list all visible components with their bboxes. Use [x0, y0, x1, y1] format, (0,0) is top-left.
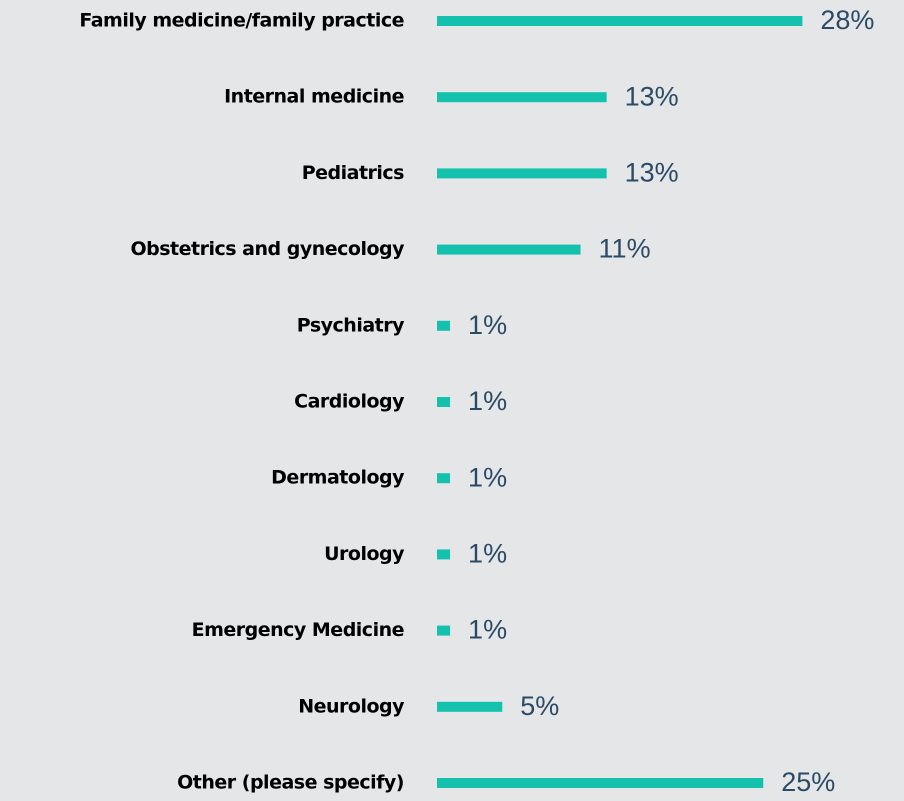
category-label: Urology	[324, 543, 405, 565]
bar	[437, 701, 503, 712]
value-label: 1%	[468, 310, 507, 340]
value-label: 13%	[625, 158, 679, 188]
value-label: 1%	[468, 615, 507, 645]
bar	[437, 168, 607, 179]
value-label: 25%	[781, 767, 835, 797]
bar	[437, 473, 451, 484]
value-label: 1%	[468, 386, 507, 416]
bar	[437, 625, 451, 636]
bar	[437, 244, 581, 255]
category-label: Pediatrics	[302, 162, 404, 184]
value-label: 13%	[625, 81, 679, 111]
value-label: 1%	[468, 462, 507, 492]
category-label: Psychiatry	[297, 314, 405, 336]
bar	[437, 92, 607, 103]
category-label: Emergency Medicine	[192, 619, 404, 641]
bar	[437, 397, 451, 407]
value-label: 28%	[820, 5, 874, 35]
category-label: Cardiology	[294, 391, 405, 413]
bar	[437, 778, 764, 788]
category-label: Internal medicine	[224, 86, 404, 108]
category-label: Obstetrics and gynecology	[130, 238, 405, 260]
value-label: 11%	[599, 234, 651, 264]
bar	[437, 320, 451, 331]
value-label: 5%	[520, 691, 559, 721]
category-label: Neurology	[298, 695, 405, 717]
value-label: 1%	[468, 539, 507, 569]
category-label: Dermatology	[271, 467, 405, 489]
bar	[437, 549, 451, 560]
bar	[437, 16, 803, 26]
category-label: Family medicine/family practice	[79, 10, 404, 32]
category-label: Other (please specify)	[177, 772, 404, 794]
